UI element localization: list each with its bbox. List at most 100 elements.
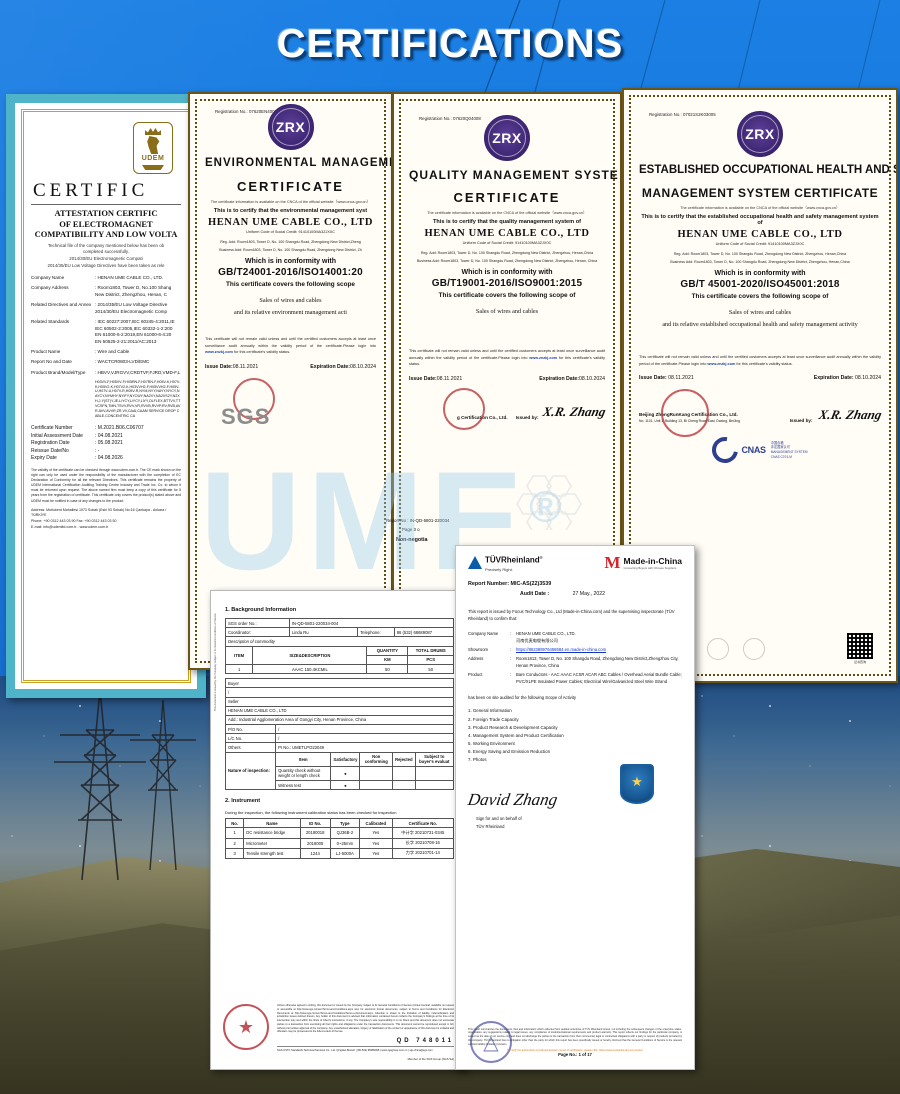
udem-logo-text: UDEM bbox=[141, 155, 165, 162]
validity-text: This certificate will not remain valid u… bbox=[409, 349, 605, 360]
scope-item: 1. General Information bbox=[468, 708, 512, 714]
column-header: Item bbox=[275, 751, 332, 767]
conformity-label: Which is in conformity with bbox=[714, 269, 806, 277]
znzkj-link[interactable]: www.znzkj.com bbox=[707, 361, 736, 366]
certificate-title: QUALITY MANAGEMENT SYSTE bbox=[409, 168, 619, 182]
cnas-accreditation-logo: CNAS 中国合格 评定国家认可 MANAGEMENT SYSTEM CNAS … bbox=[707, 432, 808, 469]
udem-address-2: Phone: +90 0312 443 03 90 Fax: +90 0312 … bbox=[31, 519, 117, 524]
qr-code-icon[interactable] bbox=[847, 633, 873, 659]
column-header: Name bbox=[243, 818, 301, 829]
quality-cert-report-footer: Report No : IN-QD-5801-220034 Page 3 o N… bbox=[386, 516, 449, 546]
tuv-disclaimer: This report summarizes the documents, fi… bbox=[468, 1028, 682, 1053]
table-row: 3 Tensile strength test 1244 LJ-5000A Ye… bbox=[224, 847, 455, 859]
column-unit: KM bbox=[366, 654, 409, 665]
commodity-table: ITEM SIZE&DESCRIPTION QUANTITY TOTAL DRU… bbox=[224, 645, 454, 675]
document-sgs-inspection-report[interactable]: This document is issued by the Company s… bbox=[210, 590, 465, 1070]
certificate-udem-ce[interactable]: UDEM CERTIFIC ATTESTATION CERTIFIC OF EL… bbox=[6, 94, 206, 698]
udem-field-row: Company Address: Room1803, Tower D, No.1… bbox=[31, 285, 181, 298]
nature-label: Nature of inspection: bbox=[224, 751, 277, 791]
tuv-tagline: Precisely Right. bbox=[485, 566, 513, 572]
certificate-zrx-environmental[interactable]: Registration No.: 07620EN4008 ZRX ENVIRO… bbox=[188, 92, 393, 670]
qd-code: QD 748011 bbox=[396, 1038, 454, 1044]
validity-note: This certificate will not remain valid u… bbox=[205, 336, 376, 355]
field-value: : Wire and Cable bbox=[95, 349, 130, 355]
registration-label: Registration No.: bbox=[419, 116, 452, 121]
cnas-line: 评定国家认可 bbox=[770, 445, 790, 450]
registered-address: Reg. Add: Room1803, Tower D, No. 100 Sha… bbox=[420, 251, 594, 256]
report-fine-print: Unless otherwise agreed in writing, this… bbox=[277, 1004, 454, 1034]
field-label: Report No and Date bbox=[31, 359, 72, 365]
certificate-subtitle: CERTIFICATE bbox=[237, 178, 344, 194]
issued-by-label: Issued by: bbox=[789, 418, 813, 424]
expiry-date-value: 08.10.2024 bbox=[579, 375, 605, 382]
non-negotiable-label: Non-negotia bbox=[396, 536, 428, 543]
expiry-date-value: 08.10.2024 bbox=[350, 363, 376, 370]
table-row: 1 AAAC 150.4KCMIL 50 50 bbox=[224, 663, 454, 675]
standard-number: GB/T19001-2016/ISO9001:2015 bbox=[431, 278, 583, 290]
tuv-page-number: Page No.: 1 of 17 bbox=[558, 1052, 592, 1057]
udem-field-row: Product Brand/Model/Type: HBVV,VJRGVV,CR… bbox=[31, 370, 181, 377]
issue-date-label: Issue Date: bbox=[409, 375, 437, 382]
tuv-field-row: Company Name: HENAN UME CABLE CO., LTD. … bbox=[468, 631, 682, 644]
buyer-label: Buyer bbox=[225, 678, 454, 689]
field-label: Product bbox=[468, 672, 483, 678]
audit-date-value: 27 May., 2022 bbox=[572, 590, 606, 597]
znzkj-link[interactable]: www.znzkj.com bbox=[205, 350, 233, 355]
certificate-subtitle: MANAGEMENT SYSTEM CERTIFICATE bbox=[641, 185, 879, 200]
tuv-intro-text: This report is issued by Focus Technolog… bbox=[468, 608, 675, 621]
red-seal-stamp-icon bbox=[233, 377, 275, 420]
validity-tail: for this certificate's validity status. bbox=[233, 350, 291, 355]
column-header: ID No. bbox=[299, 818, 331, 829]
cnca-note: The certificate information is available… bbox=[210, 199, 371, 204]
znzkj-link[interactable]: www.znzkj.com bbox=[529, 355, 558, 360]
udem-field-list: Company Name: HENAN UME CABLE CO., LTD. … bbox=[31, 275, 181, 418]
cell-value: Linda Ru bbox=[288, 627, 359, 638]
certify-statement: This is to certify that the environmenta… bbox=[213, 207, 368, 214]
udem-certificate-details: Certificate Number: M.2021.B06.C06707 In… bbox=[31, 425, 181, 463]
udem-field-row: Product Name: Wire and Cable bbox=[31, 349, 181, 356]
cell-id: 20180018 bbox=[299, 827, 331, 839]
audited-supplier-badge-icon bbox=[620, 764, 654, 804]
cell-quantity: 50 bbox=[366, 663, 409, 675]
field-value-chinese: 河南优麦电缆有限公司 bbox=[516, 637, 558, 643]
cell-no: 1 bbox=[224, 827, 245, 839]
issue-date-label: Issue Date: bbox=[639, 375, 667, 382]
document-tuv-rheinland-report[interactable]: TÜVRheinland® Precisely Right. M Made-in… bbox=[455, 545, 695, 1070]
cnas-mark-icon bbox=[707, 432, 744, 469]
field-label: Related Directives and Annex bbox=[31, 302, 92, 308]
zrx-seal-icon: ZRX bbox=[267, 104, 314, 150]
column-header: QUANTITY bbox=[366, 645, 409, 656]
tuv-signature: David Zhang bbox=[466, 790, 560, 810]
tuv-blue-stamp-icon bbox=[470, 1021, 512, 1063]
tuv-name: TÜVRheinland bbox=[485, 555, 540, 565]
seller-name: HENAN UME CABLE CO., LTD bbox=[225, 705, 454, 716]
table-header-row: ITEM SIZE&DESCRIPTION QUANTITY TOTAL DRU… bbox=[224, 645, 454, 665]
registration-number: 07620EN4008 bbox=[248, 109, 278, 114]
scope-item: 3. Product Research & Development Capaci… bbox=[468, 724, 558, 730]
field-label: Related Standards bbox=[31, 319, 70, 325]
field-value: : M.2021.B06.C06707 bbox=[95, 425, 144, 432]
expiry-date-value: 08.10.2024 bbox=[855, 375, 881, 382]
uniform-social-credit-code: Uniform Code of Social Credit: 91410100M… bbox=[462, 241, 552, 246]
cnas-line: MANAGEMENT SYSTEM bbox=[770, 450, 808, 455]
sgs-address-line: SGS-CSTC Standards Technical Services Co… bbox=[277, 1049, 433, 1052]
instrument-note: During the inspection, the following ins… bbox=[225, 810, 397, 816]
udem-note-2: completed successfully. bbox=[82, 249, 130, 255]
sgs-logo: SGS bbox=[221, 403, 271, 429]
cnas-line: 中国合格 bbox=[770, 440, 784, 445]
tuv-disclaimer-text: This report summarizes the documents, fi… bbox=[468, 1027, 682, 1047]
udem-detail-row: Certificate Number: M.2021.B06.C06707 bbox=[31, 425, 181, 433]
showroom-link[interactable]: https://862388976458684.en.made-in-china… bbox=[516, 646, 607, 652]
udem-field-row: Related Directives and Annex: 2014/35/EU… bbox=[31, 302, 181, 315]
cell-calibrated: Yes bbox=[359, 847, 393, 859]
validity-text: This certificate will not remain valid u… bbox=[205, 337, 376, 348]
mic-subtitle: Connecting Buyers with Chinese Suppliers bbox=[623, 566, 677, 570]
udem-note-3: 2014/30/EU Electromagnetic Compati bbox=[69, 256, 143, 262]
registration-number: 07620Q04008 bbox=[452, 116, 481, 121]
table-row: SGS order No.: IN-QD-5801-220034-004 bbox=[225, 617, 455, 629]
seller-address: Add.: Industrial Agglomeration Area of G… bbox=[225, 714, 454, 726]
scope-line: Sales of wires and cables bbox=[259, 296, 322, 304]
scope-label: This certificate covers the following sc… bbox=[226, 280, 355, 288]
section-heading-instrument: 2. Instrument bbox=[225, 798, 261, 805]
conformity-label: Which is in conformity with bbox=[245, 257, 336, 265]
